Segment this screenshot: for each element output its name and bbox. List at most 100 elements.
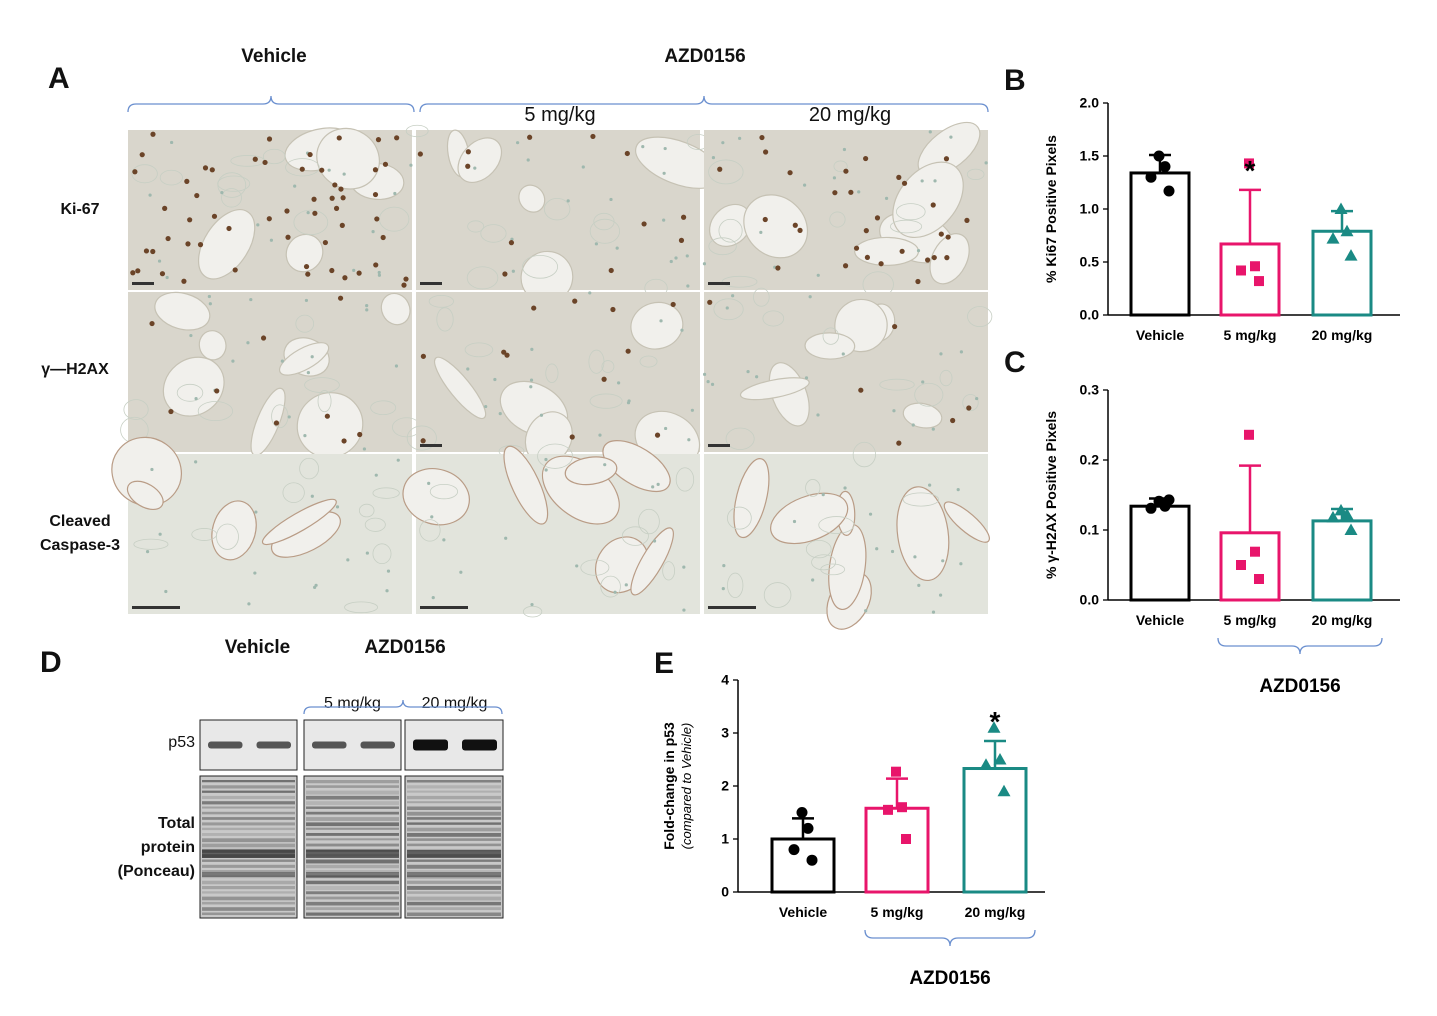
counterstain-speck	[609, 197, 613, 202]
tubule-outline	[895, 203, 926, 221]
positive-nucleus	[284, 208, 290, 214]
data-point	[1236, 265, 1246, 276]
positive-nucleus	[372, 167, 379, 173]
positive-nucleus	[329, 195, 335, 201]
y-tick-label: 1	[721, 831, 729, 847]
positive-nucleus	[232, 267, 238, 273]
tubule-outline	[753, 287, 770, 307]
counterstain-speck	[246, 341, 250, 345]
positive-nucleus	[209, 167, 215, 173]
p53-blot-box	[199, 719, 298, 771]
data-point	[1250, 261, 1260, 272]
tubule-outline	[464, 342, 494, 358]
tubule-outline	[191, 528, 218, 541]
counterstain-speck	[802, 183, 807, 187]
counterstain-speck	[269, 238, 274, 242]
positive-nucleus	[759, 134, 765, 141]
counterstain-speck	[659, 319, 663, 323]
positive-nucleus	[319, 167, 325, 173]
tubule-outline	[159, 169, 183, 186]
positive-nucleus	[678, 237, 685, 243]
positive-nucleus	[964, 217, 970, 223]
positive-nucleus	[775, 265, 781, 271]
ponceau-blot-box	[303, 775, 402, 919]
protein-band-strong	[407, 872, 501, 877]
p53-blot-box	[303, 719, 402, 771]
protein-band	[306, 843, 399, 847]
protein-band	[407, 843, 501, 847]
positive-nucleus	[465, 149, 471, 155]
positive-nucleus	[966, 405, 972, 411]
positive-nucleus	[624, 150, 630, 157]
positive-nucleus	[285, 234, 291, 240]
data-point	[1334, 202, 1348, 214]
positive-nucleus	[336, 135, 342, 141]
positive-nucleus	[159, 271, 166, 277]
counterstain-speck	[746, 370, 750, 374]
p53-band	[256, 741, 291, 749]
tubule-outline	[805, 540, 832, 559]
lumen	[197, 209, 256, 280]
tubule-outline	[662, 561, 676, 581]
counterstain-speck	[680, 328, 684, 332]
tubule-outline	[537, 443, 573, 469]
counterstain-speck	[928, 130, 932, 134]
protein-band	[407, 811, 501, 816]
tubule-outline	[966, 168, 985, 180]
protein-band-strong	[306, 850, 399, 858]
y-tick-label: 3	[721, 725, 729, 741]
counterstain-speck	[975, 396, 979, 401]
protein-band-strong	[407, 850, 501, 858]
tubule-outline	[293, 209, 329, 236]
x-tick-label: 20 mg/kg	[965, 904, 1026, 920]
data-point	[997, 784, 1011, 797]
counterstain-speck	[821, 492, 825, 497]
lumen	[503, 445, 549, 525]
y-axis-label: Fold-change in p53	[661, 722, 677, 850]
p53-band	[208, 741, 243, 749]
counterstain-speck	[725, 306, 729, 310]
tubule-outline	[282, 482, 305, 503]
positive-nucleus	[260, 335, 267, 341]
counterstain-speck	[956, 488, 960, 492]
positive-nucleus	[403, 276, 409, 282]
positive-nucleus	[194, 192, 200, 199]
panel-a-drug-header: AZD0156	[664, 46, 746, 67]
lumen	[630, 301, 684, 350]
counterstain-speck	[473, 166, 477, 170]
positive-nucleus	[266, 136, 273, 142]
positive-nucleus	[878, 261, 884, 267]
counterstain-speck	[687, 438, 691, 442]
counterstain-speck	[170, 140, 174, 145]
panel-d-row-total: Total protein (Ponceau)	[115, 812, 195, 884]
positive-nucleus	[380, 234, 386, 241]
positive-nucleus	[502, 271, 508, 277]
counterstain-speck	[941, 559, 945, 563]
protein-band	[202, 891, 295, 894]
tubule-outline	[285, 158, 320, 177]
micrograph-tile	[406, 291, 701, 469]
counterstain-speck	[916, 249, 921, 253]
positive-nucleus	[901, 180, 908, 186]
tubule-outline	[822, 327, 839, 345]
positive-nucleus	[382, 161, 389, 167]
panel-b-letter: B	[1004, 64, 1026, 97]
positive-nucleus	[763, 149, 769, 155]
counterstain-speck	[674, 256, 678, 260]
positive-nucleus	[333, 205, 340, 211]
positive-nucleus	[787, 170, 793, 176]
counterstain-speck	[581, 165, 585, 169]
counterstain-speck	[603, 463, 607, 467]
counterstain-speck	[377, 273, 382, 277]
tubule-outline	[890, 219, 923, 234]
protein-band	[202, 795, 295, 799]
tubule-outline	[419, 519, 441, 542]
positive-nucleus	[931, 254, 937, 261]
tubule-outline	[621, 526, 649, 546]
data-point	[1244, 429, 1254, 440]
positive-nucleus	[508, 240, 515, 246]
data-point	[891, 766, 901, 777]
protein-band	[407, 870, 501, 873]
tubule-outline	[967, 306, 993, 327]
micrograph-tile	[128, 127, 413, 290]
